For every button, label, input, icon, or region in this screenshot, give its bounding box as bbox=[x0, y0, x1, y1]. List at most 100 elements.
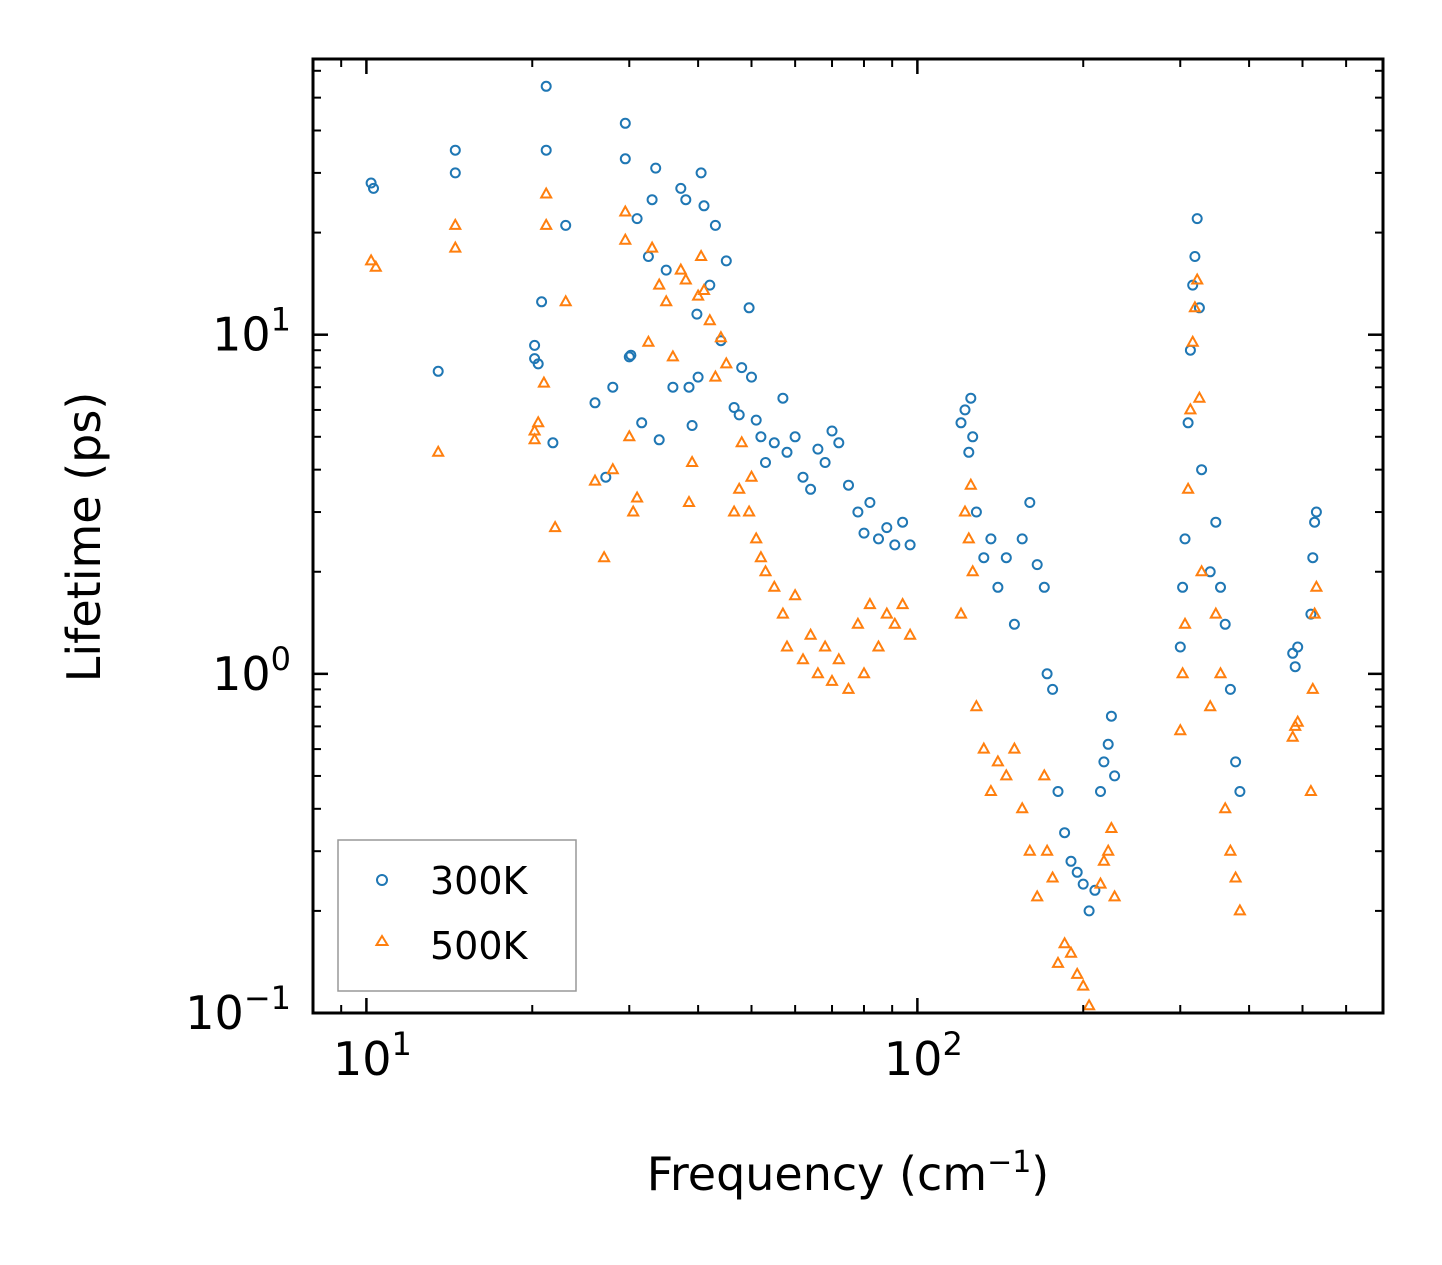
point-500k-39 bbox=[735, 435, 749, 448]
point-300k-51 bbox=[789, 431, 801, 443]
point-300k-35 bbox=[698, 200, 710, 212]
point-500k-9 bbox=[539, 217, 553, 230]
point-300k-16 bbox=[619, 117, 631, 129]
point-500k-11 bbox=[548, 520, 562, 533]
point-500k-21 bbox=[641, 334, 656, 347]
point-500k-62 bbox=[895, 597, 910, 610]
point-500k-94 bbox=[1178, 616, 1192, 629]
point-500k-67 bbox=[964, 477, 978, 490]
point-300k-66 bbox=[904, 539, 916, 551]
point-500k-108 bbox=[1233, 903, 1247, 916]
point-500k-82 bbox=[1057, 936, 1072, 949]
point-500k-4 bbox=[448, 240, 462, 253]
point-500k-14 bbox=[597, 550, 611, 563]
point-500k-56 bbox=[851, 616, 865, 629]
point-300k-67 bbox=[955, 417, 967, 429]
point-300k-25 bbox=[653, 434, 665, 446]
point-500k-6 bbox=[527, 432, 542, 445]
point-500k-100 bbox=[1192, 390, 1207, 403]
point-500k-97 bbox=[1186, 334, 1200, 347]
point-500k-47 bbox=[780, 639, 794, 652]
point-500k-113 bbox=[1306, 681, 1320, 694]
point-300k-71 bbox=[967, 431, 979, 443]
point-300k-81 bbox=[1038, 581, 1050, 593]
point-300k-98 bbox=[1179, 533, 1191, 545]
point-500k-64 bbox=[954, 606, 968, 619]
point-300k-31 bbox=[686, 420, 698, 431]
point-500k-88 bbox=[1097, 853, 1111, 866]
point-300k-107 bbox=[1210, 516, 1222, 528]
point-500k-44 bbox=[758, 564, 773, 577]
point-500k-71 bbox=[984, 783, 998, 796]
point-500k-74 bbox=[1007, 741, 1022, 754]
point-500k-65 bbox=[958, 504, 972, 517]
point-500k-48 bbox=[788, 588, 802, 601]
point-500k-16 bbox=[618, 204, 632, 217]
point-300k-117 bbox=[1307, 552, 1319, 564]
point-500k-61 bbox=[888, 616, 902, 629]
point-300k-83 bbox=[1047, 683, 1059, 695]
point-300k-99 bbox=[1182, 417, 1194, 429]
plot-frame bbox=[311, 57, 1385, 1015]
point-300k-84 bbox=[1052, 786, 1064, 797]
point-500k-53 bbox=[825, 673, 839, 686]
point-500k-7 bbox=[531, 415, 545, 428]
x-axis-title: Frequency (cm−1) bbox=[647, 1145, 1050, 1201]
point-300k-3 bbox=[449, 144, 461, 156]
point-500k-105 bbox=[1218, 801, 1232, 814]
point-500k-107 bbox=[1228, 870, 1243, 883]
point-300k-70 bbox=[965, 392, 977, 404]
point-300k-41 bbox=[733, 409, 745, 421]
point-300k-108 bbox=[1215, 581, 1226, 593]
point-300k-105 bbox=[1196, 464, 1208, 476]
point-300k-23 bbox=[646, 194, 658, 206]
point-300k-9 bbox=[540, 80, 552, 92]
point-300k-96 bbox=[1174, 641, 1186, 653]
point-300k-29 bbox=[680, 194, 692, 206]
point-300k-54 bbox=[812, 443, 824, 455]
point-500k-27 bbox=[679, 272, 693, 285]
point-500k-24 bbox=[659, 294, 673, 307]
point-300k-39 bbox=[720, 255, 732, 267]
point-300k-24 bbox=[650, 162, 662, 174]
point-300k-42 bbox=[736, 362, 748, 374]
point-300k-47 bbox=[760, 457, 771, 468]
point-500k-112 bbox=[1304, 783, 1318, 796]
point-300k-12 bbox=[560, 219, 572, 231]
point-500k-29 bbox=[685, 454, 699, 467]
legend-label-500k: 500K bbox=[430, 924, 529, 968]
point-300k-49 bbox=[777, 392, 789, 404]
point-500k-36 bbox=[719, 356, 733, 369]
point-300k-79 bbox=[1024, 497, 1036, 508]
point-500k-77 bbox=[1030, 889, 1044, 902]
point-500k-104 bbox=[1213, 666, 1228, 679]
point-300k-34 bbox=[695, 167, 707, 179]
x-tick-label-0: 101 bbox=[333, 1025, 412, 1086]
point-500k-79 bbox=[1040, 843, 1054, 856]
point-500k-87 bbox=[1093, 876, 1108, 889]
point-500k-26 bbox=[674, 262, 688, 275]
point-300k-1 bbox=[368, 182, 379, 194]
point-500k-12 bbox=[559, 294, 573, 307]
point-500k-30 bbox=[691, 288, 705, 301]
point-300k-55 bbox=[819, 457, 831, 468]
point-500k-106 bbox=[1223, 843, 1238, 856]
point-500k-18 bbox=[622, 429, 636, 442]
point-500k-115 bbox=[1309, 579, 1324, 592]
point-300k-19 bbox=[625, 349, 637, 361]
point-500k-66 bbox=[962, 531, 976, 544]
point-300k-26 bbox=[660, 264, 672, 276]
point-500k-32 bbox=[697, 282, 711, 295]
point-500k-42 bbox=[749, 531, 763, 544]
point-500k-73 bbox=[999, 768, 1013, 781]
point-300k-65 bbox=[897, 516, 909, 528]
point-300k-13 bbox=[589, 397, 601, 409]
point-300k-58 bbox=[843, 479, 854, 491]
point-300k-40 bbox=[728, 402, 740, 413]
point-300k-119 bbox=[1310, 506, 1322, 518]
point-300k-68 bbox=[959, 404, 971, 416]
point-300k-59 bbox=[852, 506, 864, 518]
point-300k-46 bbox=[755, 431, 767, 443]
point-300k-111 bbox=[1230, 756, 1242, 768]
point-300k-94 bbox=[1105, 710, 1117, 722]
